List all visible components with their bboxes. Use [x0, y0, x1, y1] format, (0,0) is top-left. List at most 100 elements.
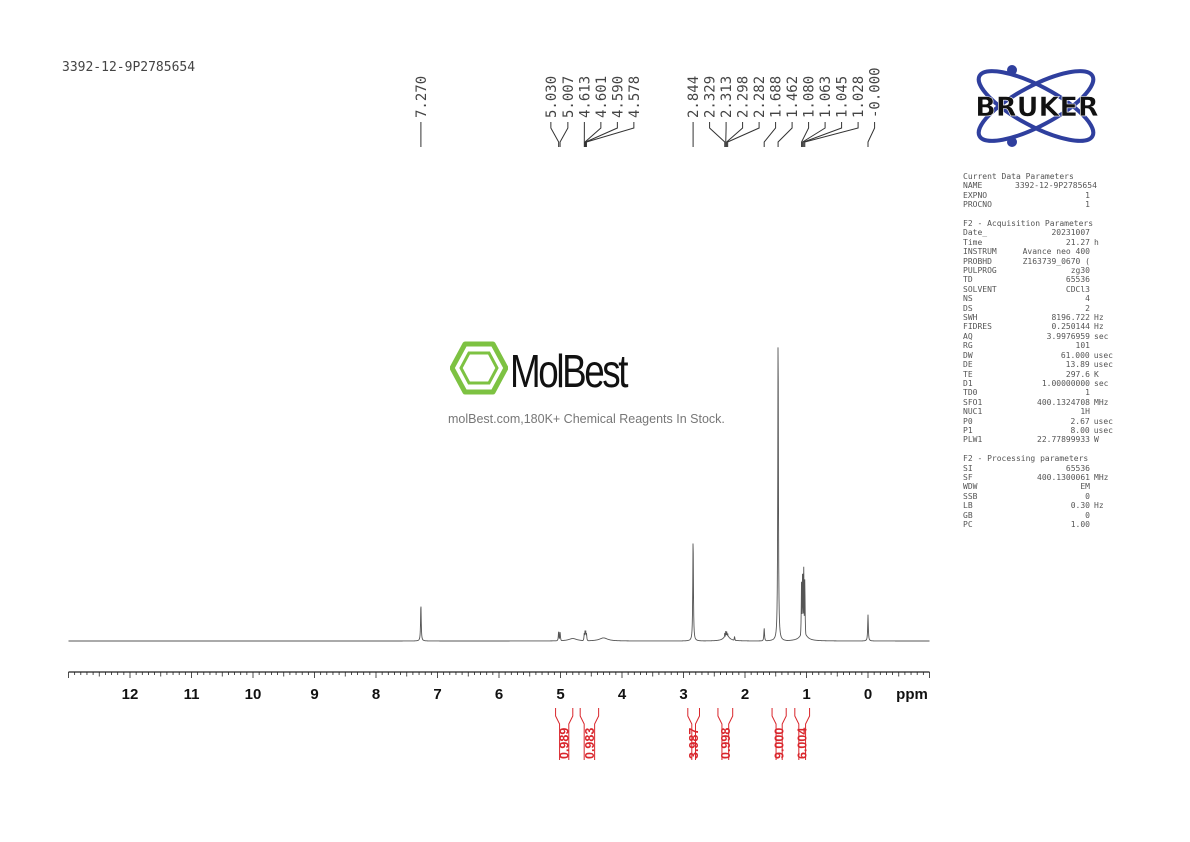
parameter-unit [1090, 388, 1094, 397]
peak-label: 1.080 [802, 76, 818, 118]
parameter-unit [1090, 492, 1094, 501]
x-tick-label: 5 [556, 686, 564, 703]
parameter-unit: MHz [1094, 472, 1109, 482]
parameter-unit [1090, 294, 1094, 303]
parameter-unit: sec [1094, 331, 1109, 341]
parameter-val: 13.89 [1065, 360, 1090, 370]
parameter-section-title: Current Data Parameters [963, 172, 1074, 181]
parameter-unit: usec [1093, 350, 1113, 360]
parameter-unit [1090, 407, 1094, 416]
peak-label-connector [584, 122, 602, 147]
parameter-row: NAME 3392-12-9P2785654 [963, 181, 1113, 190]
parameter-name: NAME [963, 181, 983, 191]
parameter-val: 3392-12-9P2785654 [1015, 181, 1097, 191]
parameter-name: SI [963, 463, 973, 473]
parameter-val: 1 [1085, 190, 1090, 200]
parameter-name: DS [963, 303, 973, 313]
parameter-val: 3.9976959 [1046, 331, 1090, 341]
parameter-row: INSTRUM Avance neo 400 [963, 247, 1113, 256]
parameter-val: 1.00 [1070, 520, 1090, 529]
parameter-val: 101 [1075, 341, 1090, 351]
parameter-name: RG [963, 341, 973, 351]
peak-label: 4.601 [594, 76, 610, 118]
parameter-name: SWH [963, 313, 978, 323]
peak-label: 1.028 [851, 76, 867, 118]
parameter-val: 22.77899933 [1037, 435, 1090, 445]
parameter-name: EXPNO [963, 190, 988, 200]
parameter-val: 61.000 [1060, 350, 1090, 360]
parameter-unit: Hz [1094, 501, 1104, 511]
parameter-row: D1 1.00000000 sec [963, 379, 1113, 388]
parameter-name: FIDRES [963, 322, 992, 332]
peak-label: 2.298 [736, 76, 752, 118]
svg-text:BRUKER: BRUKER [975, 92, 1099, 123]
x-axis-label: ppm [896, 686, 928, 703]
peak-label: 2.329 [703, 76, 719, 118]
parameter-row: Date_ 20231007 [963, 228, 1113, 237]
parameter-unit [1090, 482, 1094, 491]
integral-value: 6.004 [796, 728, 810, 759]
peak-label: 4.578 [627, 76, 643, 118]
parameter-row: PROCNO 1 [963, 200, 1113, 209]
x-tick-label: 12 [122, 686, 139, 703]
parameter-unit [1090, 266, 1094, 275]
parameter-name: INSTRUM [963, 247, 997, 257]
parameter-val: 4 [1085, 294, 1090, 304]
integral-bracket-right [594, 708, 600, 760]
peak-label: 1.063 [818, 76, 834, 118]
integral-bracket-left [771, 708, 777, 760]
parameter-row: LB 0.30 Hz [963, 501, 1113, 510]
molbest-watermark: MolBest molBest.com,180K+ Chemical Reage… [448, 340, 750, 426]
x-tick-label: 8 [372, 686, 380, 703]
peak-label: 1.462 [785, 76, 801, 118]
x-tick-label: 1 [802, 686, 810, 703]
parameter-section-title: F2 - Acquisition Parameters [963, 219, 1094, 229]
x-tick-label: 10 [245, 686, 262, 703]
watermark-tagline: molBest.com,180K+ Chemical Reagents In S… [448, 412, 725, 426]
parameter-name: NS [963, 294, 973, 304]
integral-value: 0.989 [558, 728, 572, 759]
parameter-val: 1 [1085, 388, 1090, 398]
benzene-logo-icon [449, 341, 509, 395]
parameter-unit: MHz [1094, 397, 1109, 407]
parameter-unit [1090, 464, 1094, 473]
parameter-unit [1090, 341, 1094, 350]
peak-label: -0.000 [868, 67, 884, 118]
parameter-name: AQ [963, 331, 973, 341]
parameter-unit [1090, 520, 1094, 529]
peak-label-connector [867, 122, 876, 147]
parameter-unit: usec [1093, 416, 1113, 426]
integral-value: 9.000 [773, 728, 787, 759]
x-tick-label: 0 [864, 686, 872, 703]
parameter-name: SSB [963, 491, 978, 501]
parameter-name: P1 [963, 425, 973, 435]
x-tick-label: 9 [310, 686, 318, 703]
peak-label: 7.270 [414, 76, 430, 118]
parameter-name: LB [963, 501, 973, 511]
parameter-name: Date_ [963, 228, 988, 238]
peak-label-connector [559, 122, 569, 147]
parameter-row: SFO1 400.1324708 MHz [963, 398, 1113, 407]
peak-label: 1.688 [769, 76, 785, 118]
parameter-name: WDW [963, 482, 978, 492]
peak-label-connector [585, 122, 635, 147]
integral-bracket-left [555, 708, 561, 760]
parameter-unit: Hz [1094, 313, 1104, 323]
parameter-name: GB [963, 510, 973, 520]
parameter-unit [1090, 191, 1094, 200]
parameter-row: P0 2.67 usec [963, 417, 1113, 426]
parameter-val: 65536 [1065, 463, 1090, 473]
parameter-val: 21.27 [1065, 237, 1090, 247]
parameter-row: PULPROG zg30 [963, 266, 1113, 275]
parameter-name: TD0 [963, 388, 978, 398]
integral-bracket-left [579, 708, 585, 760]
integral-bracket-right [694, 708, 700, 760]
parameter-val: 400.1324708 [1037, 397, 1090, 407]
parameter-val: 0 [1085, 491, 1090, 501]
parameter-name: PROCNO [963, 200, 992, 210]
parameter-unit [1090, 257, 1094, 266]
parameter-name: PC [963, 520, 973, 529]
peak-label: 4.590 [610, 76, 626, 118]
parameter-unit: W [1094, 435, 1099, 445]
